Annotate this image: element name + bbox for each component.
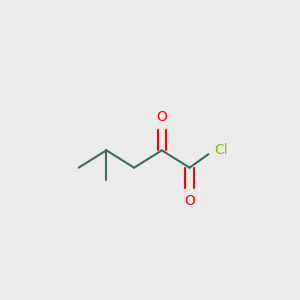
Text: O: O <box>156 110 167 124</box>
Text: O: O <box>184 194 195 208</box>
Text: Cl: Cl <box>214 143 227 157</box>
